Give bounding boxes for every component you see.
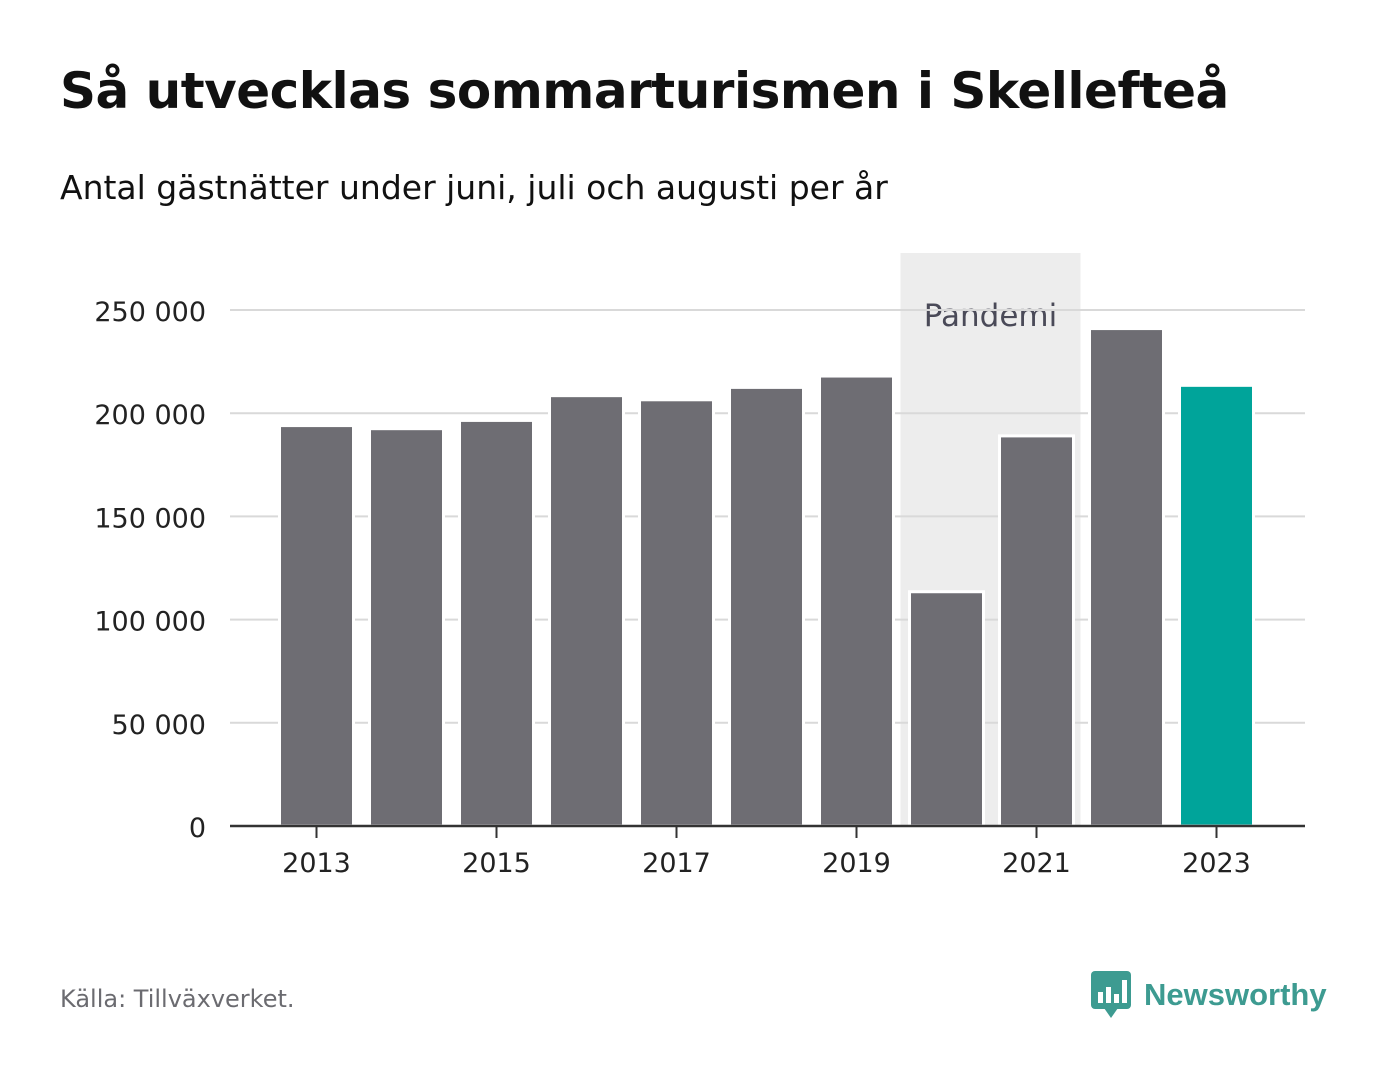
bar-2018 bbox=[728, 385, 805, 828]
tick-labels: 0 50 000 100 000 150 000 200 000 250 000 2013 2… bbox=[94, 297, 1251, 879]
bar-chart-speech-bubble-icon bbox=[1091, 971, 1131, 1018]
bar-2013 bbox=[278, 424, 355, 828]
y-tick-label: 100 000 bbox=[94, 607, 206, 638]
x-tick-label: 2013 bbox=[282, 848, 351, 879]
bar-2020 bbox=[908, 590, 985, 828]
x-tick-label: 2021 bbox=[1002, 848, 1071, 879]
y-tick-label: 150 000 bbox=[94, 503, 206, 534]
source-note: Källa: Tillväxverket. bbox=[60, 985, 295, 1013]
x-tick-label: 2015 bbox=[462, 848, 531, 879]
axes bbox=[230, 824, 1305, 838]
y-tick-label: 200 000 bbox=[94, 400, 206, 431]
pandemic-label: Pandemi bbox=[924, 298, 1058, 334]
y-tick-label: 250 000 bbox=[94, 297, 206, 328]
x-tick-label: 2017 bbox=[642, 848, 711, 879]
bar-2015 bbox=[458, 418, 535, 828]
bars bbox=[278, 327, 1255, 828]
chart-subtitle: Antal gästnätter under juni, juli och au… bbox=[60, 168, 888, 207]
x-tick-label: 2019 bbox=[822, 848, 891, 879]
bar-2014 bbox=[368, 427, 445, 828]
brand-name: Newsworthy bbox=[1144, 977, 1327, 1012]
y-tick-label: 0 bbox=[189, 813, 206, 844]
bar-2019 bbox=[818, 374, 895, 828]
x-tick-label: 2023 bbox=[1182, 848, 1251, 879]
bar-2021 bbox=[998, 434, 1075, 828]
bar-chart: Pandemi 0 50 000 100 000 150 000 200 000 250 … bbox=[94, 253, 1305, 879]
bar-2022 bbox=[1088, 327, 1165, 828]
bar-2023 bbox=[1178, 383, 1255, 828]
brand-logo: Newsworthy bbox=[1090, 970, 1327, 1020]
y-tick-label: 50 000 bbox=[112, 710, 206, 741]
bar-2017 bbox=[638, 398, 715, 828]
chart-title: Så utvecklas sommarturismen i Skellefteå bbox=[60, 62, 1229, 120]
bar-2016 bbox=[548, 394, 625, 828]
